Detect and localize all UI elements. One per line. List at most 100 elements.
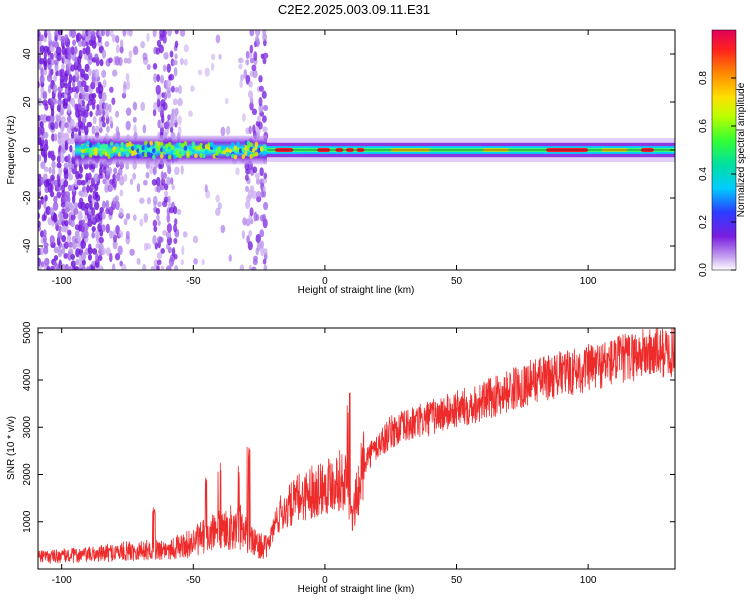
spectrogram-band-blob [249,142,254,148]
spectrogram-noise-blob [43,242,49,248]
spectrogram-noise-blob [87,253,93,261]
spectrogram-noise-blob [61,208,66,215]
spectrogram-noise-blob [142,124,147,134]
spectrogram-noise-blob [171,184,175,191]
spectrogram-noise-blob [84,222,89,231]
spectrogram-noise-blob [71,97,76,108]
spectrogram-band-blob [102,143,106,149]
spectrogram-noise-blob [68,73,73,84]
spectrogram-noise-blob [42,99,48,106]
spectrogram-noise-blob [119,39,124,48]
spectrogram-noise-blob [86,184,90,194]
spectrogram-noise-blob [73,207,79,215]
spectrogram-noise-blob [243,69,248,79]
spectrogram-noise-blob [87,30,92,38]
spectrogram-x-tick-label: 50 [451,276,463,287]
spectrogram-noise-blob [74,68,80,78]
spectrogram-noise-blob [158,236,164,243]
spectrogram-noise-blob [67,153,71,164]
spectrogram-noise-blob [38,154,42,162]
spectrogram-noise-blob [91,92,97,99]
spectrogram-noise-blob [249,101,254,111]
spectrogram-noise-blob [53,246,59,254]
spectrogram-band-blob [236,141,240,147]
spectrogram-noise-blob [97,211,103,221]
spectrogram-noise-blob [101,69,107,79]
spectrogram-noise-blob [91,207,96,216]
colorbar-tick-label: 0.0 [698,263,709,277]
spectrogram-band-blob [241,154,246,160]
spectrogram-noise-blob [92,248,98,255]
spectrogram-noise-blob [238,57,244,64]
spectrogram-noise-blob [162,64,167,72]
spectrogram-noise-blob [170,177,174,185]
spectrogram-noise-blob [123,173,128,182]
spectrogram-noise-blob [150,265,155,270]
spectrogram-noise-blob [67,167,72,176]
spectrogram-noise-blob [125,107,132,116]
spectrogram-noise-blob [42,90,48,100]
spectrogram-zero-band [74,135,675,165]
spectrogram-noise-blob [153,73,158,83]
spectrogram-noise-blob [81,219,86,227]
figure-title: C2E2.2025.003.09.11.E31 [278,2,430,17]
spectrogram-band-blob [117,152,122,157]
spectrogram-band-blob [165,154,169,160]
spectrogram-noise-blob [163,196,169,203]
spectrogram-noise-blob [160,265,165,270]
spectrogram-noise-blob [190,85,195,92]
spectrogram-noise-blob [166,265,172,270]
spectrogram-noise-blob [102,121,106,128]
spectrogram-noise-blob [90,213,97,223]
spectrogram-noise-blob [182,231,188,238]
spectrogram-noise-blob [63,97,69,106]
spectrogram-noise-blob [162,30,167,37]
spectrogram-noise-blob [157,119,161,129]
spectrogram-noise-blob [82,47,87,55]
spectrogram-noise-blob [97,81,102,88]
spectrogram-noise-blob [249,30,255,37]
spectrogram-noise-blob [121,263,127,270]
spectrogram-noise-blob [258,75,263,83]
spectrogram-noise-blob [140,41,146,49]
spectrogram-noise-blob [38,39,42,48]
spectrogram-noise-blob [153,101,158,111]
spectrogram-noise-blob [166,213,171,223]
spectrogram-noise-blob [50,57,55,66]
spectrogram-noise-blob [45,115,52,122]
spectrogram-band-blob [202,153,206,159]
spectrogram-noise-blob [39,120,44,129]
spectrogram-band-blob [225,152,230,157]
snr-y-tick-label: 1000 [22,510,33,533]
colorbar-tick-label: 0.8 [698,71,709,85]
spectrogram-noise-blob [39,74,45,85]
spectrogram-noise-blob [104,41,110,48]
spectrogram-noise-blob [156,176,161,187]
spectrogram-band-blob [80,144,85,150]
spectrogram-noise-blob [132,172,137,180]
spectrogram-noise-blob [123,57,128,64]
spectrogram-noise-blob [119,189,124,197]
spectrogram-noise-blob [73,202,79,209]
spectrogram-noise-blob [239,79,243,89]
spectrogram-band-blob [188,150,193,156]
spectrogram-noise-blob [81,116,87,124]
spectrogram-noise-blob [87,194,93,204]
spectrogram-noise-blob [198,69,202,76]
spectrogram-noise-blob [64,34,69,43]
spectrogram-noise-blob [217,202,222,210]
spectrogram-band-blob [230,142,235,147]
spectrogram-noise-blob [163,52,169,60]
spectrogram-noise-blob [119,174,124,182]
spectrogram-noise-blob [42,56,48,67]
spectrogram-noise-blob [61,235,67,243]
snr-series-line [38,328,675,564]
spectrogram-noise-blob [112,173,116,180]
spectrogram-band-blob [99,151,103,157]
spectrogram-noise-blob [256,195,262,203]
spectrogram-noise-blob [251,266,257,270]
spectrogram-noise-blob [180,165,184,175]
spectrogram-noise-blob [173,237,178,244]
spectrogram-band-blob [94,147,98,153]
spectrogram-noise-blob [68,248,74,256]
